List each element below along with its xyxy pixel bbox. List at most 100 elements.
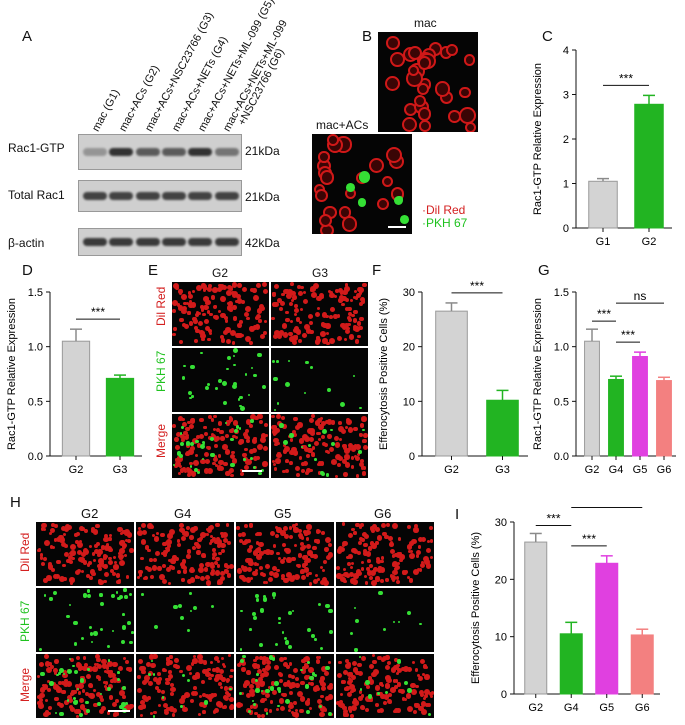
- cell-red: [185, 451, 190, 457]
- cell-red: [252, 288, 257, 293]
- cell-green: [79, 678, 85, 683]
- cell-red: [206, 527, 213, 534]
- y-axis-label: Rac1-GTP Relative Expression: [532, 298, 544, 450]
- cell-red: [343, 322, 350, 328]
- cell-red: [262, 580, 267, 585]
- cell-red: [232, 293, 238, 299]
- cell-red: [102, 564, 108, 569]
- cell-red: [171, 565, 175, 570]
- cell-red: [202, 660, 207, 665]
- cell-red: [107, 556, 112, 561]
- cell-red: [53, 538, 58, 542]
- cell-red: [316, 306, 321, 311]
- cell-red: [38, 692, 45, 699]
- cell-red: [161, 668, 166, 672]
- cell-green: [72, 696, 77, 701]
- cell-red: [108, 537, 112, 541]
- cell-red: [385, 578, 389, 582]
- cell-red: [321, 685, 326, 691]
- cell-red: [310, 452, 316, 457]
- y-tick-label: 20: [403, 342, 415, 354]
- x-tick-label: G3: [495, 464, 510, 476]
- cell-red: [38, 662, 44, 668]
- cell-red: [119, 548, 125, 554]
- cell-green: [300, 668, 303, 672]
- cell-red: [186, 578, 192, 585]
- cell-red: [294, 308, 300, 314]
- cell-red: [218, 668, 225, 675]
- cell-red: [273, 467, 278, 471]
- cell-red: [216, 659, 221, 663]
- cell-red: [52, 684, 59, 690]
- cell-red: [91, 552, 95, 556]
- cell-red: [259, 305, 265, 312]
- cell-red: [143, 696, 150, 703]
- y-tick-label: 0: [501, 689, 507, 701]
- cell-red: [271, 292, 277, 297]
- cell-red: [373, 567, 378, 572]
- cell-red: [106, 661, 113, 668]
- cell-red: [60, 680, 65, 685]
- cell-red: [352, 688, 357, 693]
- cell-red: [51, 545, 55, 549]
- cell-red: [39, 555, 44, 560]
- cell-red: [282, 424, 287, 429]
- cell-red: [446, 44, 459, 57]
- cell-red: [336, 314, 341, 319]
- x-tick-label: G3: [113, 464, 128, 476]
- cell-red: [78, 539, 82, 543]
- cell-green: [257, 352, 262, 358]
- cell-green: [53, 590, 58, 595]
- cell-red: [211, 551, 217, 557]
- cell-red: [70, 707, 76, 712]
- cell-red: [299, 545, 306, 552]
- cell-green: [251, 699, 255, 702]
- cell-red: [371, 523, 377, 529]
- cell-red: [197, 654, 203, 660]
- cell-red: [215, 556, 220, 562]
- cell-red: [103, 685, 108, 689]
- cell-red: [294, 465, 301, 472]
- y-axis-label: Efferocytosis Positive Cells (%): [378, 298, 390, 450]
- bar-g2: [634, 103, 664, 229]
- cell-red: [220, 548, 226, 554]
- cell-red: [44, 709, 50, 714]
- cell-red: [188, 302, 194, 308]
- cell-red: [254, 415, 259, 421]
- cell-red: [313, 283, 319, 290]
- cell-red: [272, 544, 277, 548]
- cell-red: [278, 329, 285, 336]
- y-tick-label: 0.0: [554, 451, 569, 463]
- cell-red: [70, 550, 76, 556]
- cell-green: [394, 195, 404, 205]
- cell-red: [363, 542, 368, 548]
- cell-red: [213, 444, 218, 449]
- cell-red: [307, 681, 312, 686]
- cell-green: [122, 625, 127, 630]
- cell-red: [275, 414, 281, 420]
- cell-red: [273, 572, 279, 578]
- cell-red: [407, 705, 414, 712]
- cell-green: [274, 408, 277, 411]
- cell-red: [43, 712, 49, 718]
- cell-red: [358, 433, 362, 437]
- cell-red: [152, 710, 157, 715]
- cell-red: [310, 414, 315, 419]
- cell-red: [408, 65, 420, 77]
- cell-red: [405, 693, 411, 699]
- cell-green: [306, 627, 312, 633]
- cell-red: [39, 687, 46, 693]
- grid-e-col-g2: G2: [212, 266, 229, 280]
- cell-green: [362, 428, 365, 431]
- cell-red: [199, 458, 206, 465]
- cell-red: [292, 667, 298, 673]
- cell-red: [341, 216, 358, 232]
- cell-red: [172, 309, 176, 313]
- y-tick-label: 2: [563, 134, 569, 146]
- cell-red: [294, 544, 298, 548]
- cell-red: [127, 667, 133, 672]
- blot-band: [161, 192, 186, 200]
- cell-red: [170, 683, 175, 688]
- cell-red: [183, 301, 188, 306]
- cell-red: [172, 332, 176, 337]
